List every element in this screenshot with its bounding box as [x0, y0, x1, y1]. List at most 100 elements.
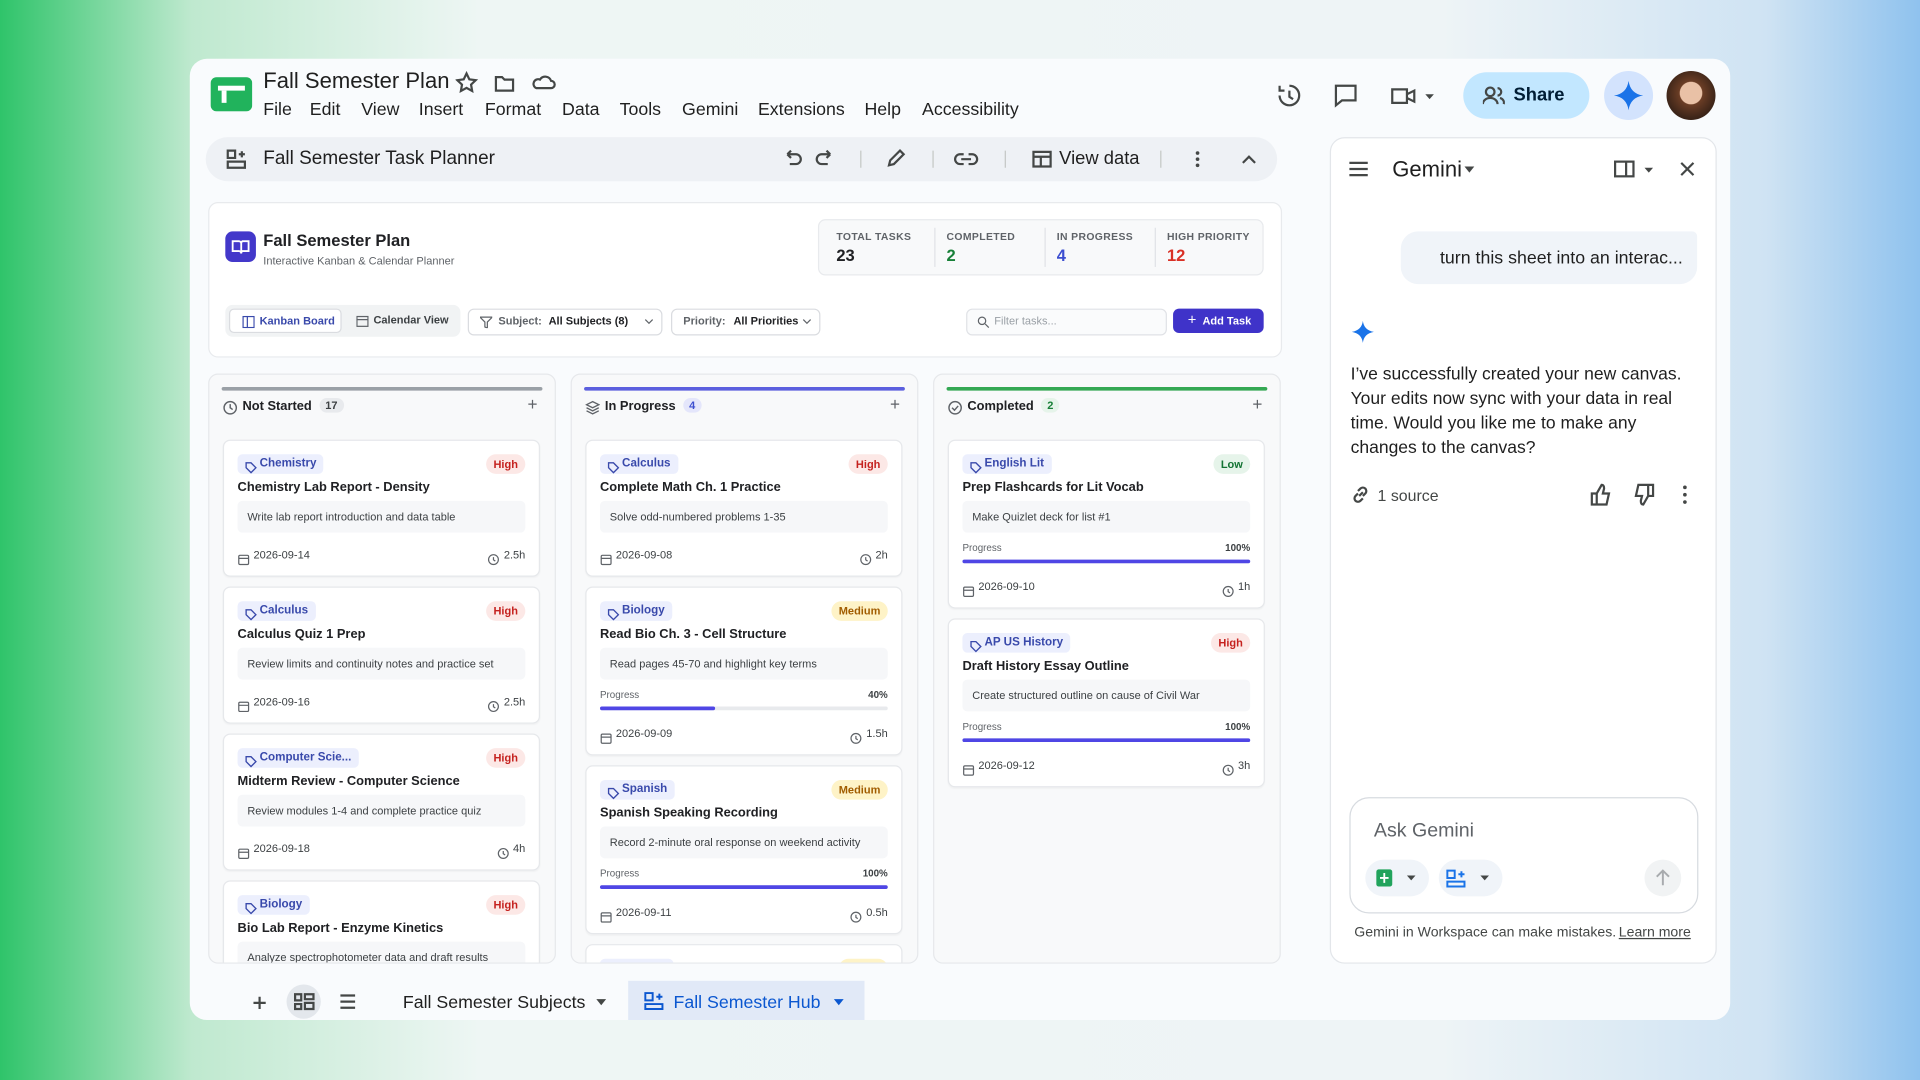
sources[interactable]: 1 source: [1377, 486, 1439, 505]
link-icon: [1353, 486, 1368, 503]
task-description: Solve odd-numbered problems 1-35: [600, 500, 888, 533]
feedback-icons[interactable]: [1588, 481, 1698, 508]
task-title: Midterm Review - Computer Science: [237, 773, 460, 789]
task-card[interactable]: Calculus High Calculus Quiz 1 Prep Review l…: [222, 586, 541, 724]
app-logo: [225, 231, 256, 263]
task-card[interactable]: Chemistry High Chemistry Lab Report - Dens…: [222, 439, 541, 577]
tag-icon-svg: [607, 609, 620, 621]
toolbar-icons[interactable]: [781, 147, 1197, 171]
subject-filter[interactable]: Subject: All Subjects (8): [467, 308, 663, 336]
tag-icon: [970, 458, 982, 480]
task-description: Create structured outline on cause of Ci…: [962, 679, 1251, 712]
gemini-button[interactable]: [1604, 71, 1654, 121]
subject-value: All Subjects (8): [548, 314, 629, 327]
kanban-icon: [242, 315, 255, 329]
task-card[interactable]: Calculus High Complete Math Ch. 1 Practice…: [585, 439, 903, 577]
sheet-chip[interactable]: [1365, 859, 1429, 897]
kanban-tab[interactable]: Kanban Board: [228, 308, 342, 334]
menu-item[interactable]: Edit: [309, 100, 341, 121]
header-icons[interactable]: [1273, 81, 1444, 110]
subject-tag: Calculus: [600, 454, 678, 474]
sheet-tab[interactable]: Fall Semester Subjects: [402, 993, 586, 1013]
tag-icon-svg: [245, 903, 257, 915]
sheet-controls[interactable]: [245, 984, 367, 1021]
menu-item[interactable]: File: [263, 100, 292, 121]
date-icon: [600, 729, 612, 751]
kanban-column: Not Started 17 + Chemistry High Chemistry Lab…: [208, 373, 556, 964]
task-card[interactable]: [585, 944, 903, 963]
task-card[interactable]: Computer Scie... High Midterm Review - Com…: [222, 733, 541, 871]
gemini-icon: [1613, 80, 1644, 111]
column-icon: [223, 399, 238, 421]
active-sheet-tab[interactable]: Fall Semester Hub: [628, 980, 865, 1021]
learn-more[interactable]: Learn more: [1618, 925, 1691, 941]
menu-item[interactable]: Accessibility: [922, 100, 1019, 121]
ask-input[interactable]: Ask Gemini: [1349, 797, 1699, 914]
menu-item[interactable]: Tools: [619, 100, 662, 121]
send-button[interactable]: [1644, 859, 1682, 897]
progress-track: [600, 885, 888, 889]
tag-icon: [245, 752, 257, 774]
add-task-button[interactable]: + Add Task: [1173, 308, 1264, 334]
stat-label: TOTAL TASKS: [836, 230, 912, 243]
task-card[interactable]: Biology High Bio Lab Report - Enzyme Kinet…: [222, 880, 541, 963]
stat-value: 4: [1056, 246, 1066, 265]
task-search[interactable]: Filter tasks...: [966, 308, 1167, 336]
task-card[interactable]: AP US History High Draft History Essay Out…: [947, 618, 1265, 788]
book-icon: [231, 240, 250, 254]
task-title: Bio Lab Report - Enzyme Kinetics: [237, 920, 444, 936]
add-card[interactable]: +: [889, 394, 901, 414]
menu-item[interactable]: Help: [864, 100, 902, 121]
menu-item[interactable]: View: [361, 100, 400, 121]
doc-title[interactable]: Fall Semester Plan: [263, 68, 450, 94]
progress-label: Progress: [600, 868, 640, 880]
subject-tag: Calculus: [237, 601, 316, 621]
active-sheet-label: Fall Semester Hub: [673, 993, 821, 1013]
task-card[interactable]: Biology Medium Read Bio Ch. 3 - Cell Struc…: [585, 586, 903, 756]
sheet-chip-icon: [1376, 869, 1416, 887]
date-icon-svg: [238, 848, 250, 859]
clock-icon: [850, 907, 863, 929]
date-icon-svg: [600, 912, 612, 923]
view-toggle: Kanban Board Calendar View: [225, 304, 461, 337]
menu-item[interactable]: Insert: [418, 100, 464, 121]
date-icon: [600, 550, 612, 572]
priority-filter[interactable]: Priority: All Priorities: [671, 308, 821, 336]
duration: 3h: [1237, 759, 1251, 772]
date-icon: [962, 582, 975, 604]
progress-label: Progress: [962, 721, 1002, 733]
calendar-label[interactable]: Calendar View: [373, 313, 449, 326]
tag-icon-svg: [245, 609, 257, 621]
gemini-title[interactable]: Gemini: [1392, 156, 1463, 182]
filter-icon: [480, 316, 493, 329]
duration: 1h: [1237, 580, 1251, 593]
input-placeholder: Ask Gemini: [1373, 820, 1475, 842]
stat-value: 12: [1166, 246, 1186, 265]
date-icon-svg: [238, 701, 250, 713]
stat-divider: [934, 227, 936, 267]
column-count: 2: [1041, 397, 1060, 413]
task-description: Review limits and continuity notes and p…: [237, 647, 526, 680]
menu-item[interactable]: Gemini: [682, 100, 739, 121]
avatar[interactable]: [1666, 71, 1716, 121]
menu-item[interactable]: Extensions: [757, 100, 845, 121]
canvas-chip[interactable]: [1438, 859, 1503, 897]
date-icon: [238, 697, 250, 719]
share-button[interactable]: Share: [1463, 72, 1590, 119]
panel-menu[interactable]: [1348, 160, 1370, 177]
caret: [802, 319, 812, 325]
view-data[interactable]: View data: [1059, 148, 1140, 169]
task-description: Review modules 1-4 and complete practice…: [237, 794, 526, 827]
user-message: turn this sheet into an interac...: [1400, 231, 1698, 285]
task-card[interactable]: English Lit Low Prep Flashcards for Lit Vo…: [947, 439, 1265, 609]
panel-controls[interactable]: [1613, 158, 1699, 180]
task-card[interactable]: Spanish Medium Spanish Speaking Recording R…: [585, 765, 903, 935]
tag-icon-svg: [607, 787, 620, 800]
menu-item[interactable]: Format: [484, 100, 542, 121]
add-card[interactable]: +: [1252, 394, 1263, 414]
user-message-text: turn this sheet into an interac...: [1440, 248, 1683, 269]
toolbar-more[interactable]: [1158, 147, 1268, 171]
column-accent: [946, 386, 1268, 391]
add-card[interactable]: +: [527, 394, 538, 414]
menu-item[interactable]: Data: [562, 100, 600, 121]
